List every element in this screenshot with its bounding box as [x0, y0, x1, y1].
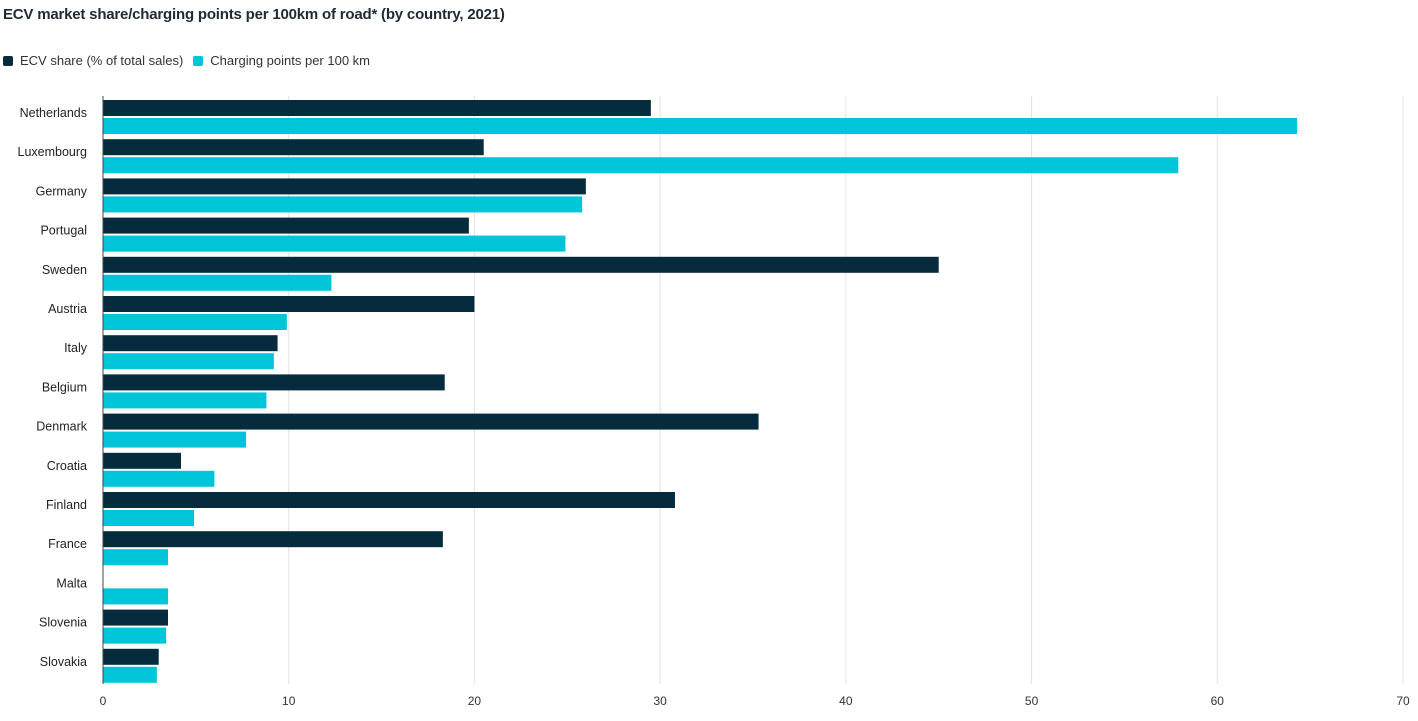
bar-charging-points	[103, 510, 194, 526]
bar-charging-points	[103, 470, 215, 487]
bar-ecv-share	[103, 531, 443, 548]
bar-ecv-share	[103, 100, 651, 116]
bar-charging-points	[103, 196, 583, 213]
bar-ecv-share	[103, 492, 675, 508]
x-tick-label: 30	[653, 694, 667, 708]
bar-ecv-share	[103, 256, 939, 273]
category-label: Germany	[36, 184, 88, 198]
bar-ecv-share	[103, 374, 445, 391]
bar-charging-points	[103, 314, 287, 330]
bar-ecv-share	[103, 452, 181, 469]
bar-charging-points	[103, 627, 167, 644]
category-label: Slovakia	[40, 655, 87, 669]
bar-ecv-share	[103, 296, 475, 312]
x-tick-label: 0	[100, 694, 107, 708]
bar-ecv-share	[103, 413, 759, 430]
x-tick-label: 20	[468, 694, 482, 708]
category-label: Malta	[56, 576, 87, 590]
bar-ecv-share	[103, 609, 168, 626]
bar-charging-points	[103, 431, 246, 448]
category-label: Denmark	[36, 420, 87, 434]
category-label: Croatia	[47, 459, 87, 473]
legend-swatch-charging-points	[193, 55, 204, 66]
bar-ecv-share	[103, 648, 159, 665]
legend-label-ecv-share: ECV share (% of total sales)	[20, 53, 184, 68]
x-tick-label: 70	[1396, 694, 1410, 708]
category-label: Netherlands	[20, 106, 87, 120]
category-label: Portugal	[40, 224, 87, 238]
bar-charging-points	[103, 274, 332, 291]
bar-charging-points	[103, 353, 274, 370]
legend-item-ecv-share: ECV share (% of total sales)	[3, 53, 183, 68]
x-tick-label: 40	[839, 694, 853, 708]
bar-ecv-share	[103, 178, 586, 195]
bar-charging-points	[103, 392, 267, 409]
category-label: Slovenia	[39, 616, 87, 630]
category-label: Belgium	[42, 380, 87, 394]
category-label: Finland	[46, 498, 87, 512]
category-label: Italy	[64, 341, 88, 355]
bar-ecv-share	[103, 139, 484, 156]
bar-charging-points	[103, 549, 168, 566]
category-label: France	[48, 537, 87, 551]
category-label: Austria	[48, 302, 87, 316]
category-label: Sweden	[42, 263, 87, 277]
x-tick-label: 50	[1025, 694, 1039, 708]
x-tick-label: 60	[1211, 694, 1225, 708]
legend-item-charging-points: Charging points per 100 km	[193, 53, 370, 68]
legend: ECV share (% of total sales) Charging po…	[3, 53, 370, 68]
legend-swatch-ecv-share	[3, 55, 13, 66]
category-label: Luxembourg	[18, 145, 88, 159]
bar-charging-points	[103, 118, 1298, 134]
bar-charging-points	[103, 588, 168, 605]
legend-label-charging-points: Charging points per 100 km	[210, 53, 370, 68]
bar-charging-points	[103, 235, 566, 252]
bar-ecv-share	[103, 217, 469, 234]
bar-charging-points	[103, 157, 1179, 174]
x-tick-label: 10	[282, 694, 296, 708]
bar-ecv-share	[103, 335, 278, 352]
chart-title: ECV market share/charging points per 100…	[3, 6, 505, 23]
bar-charging-points	[103, 666, 157, 683]
